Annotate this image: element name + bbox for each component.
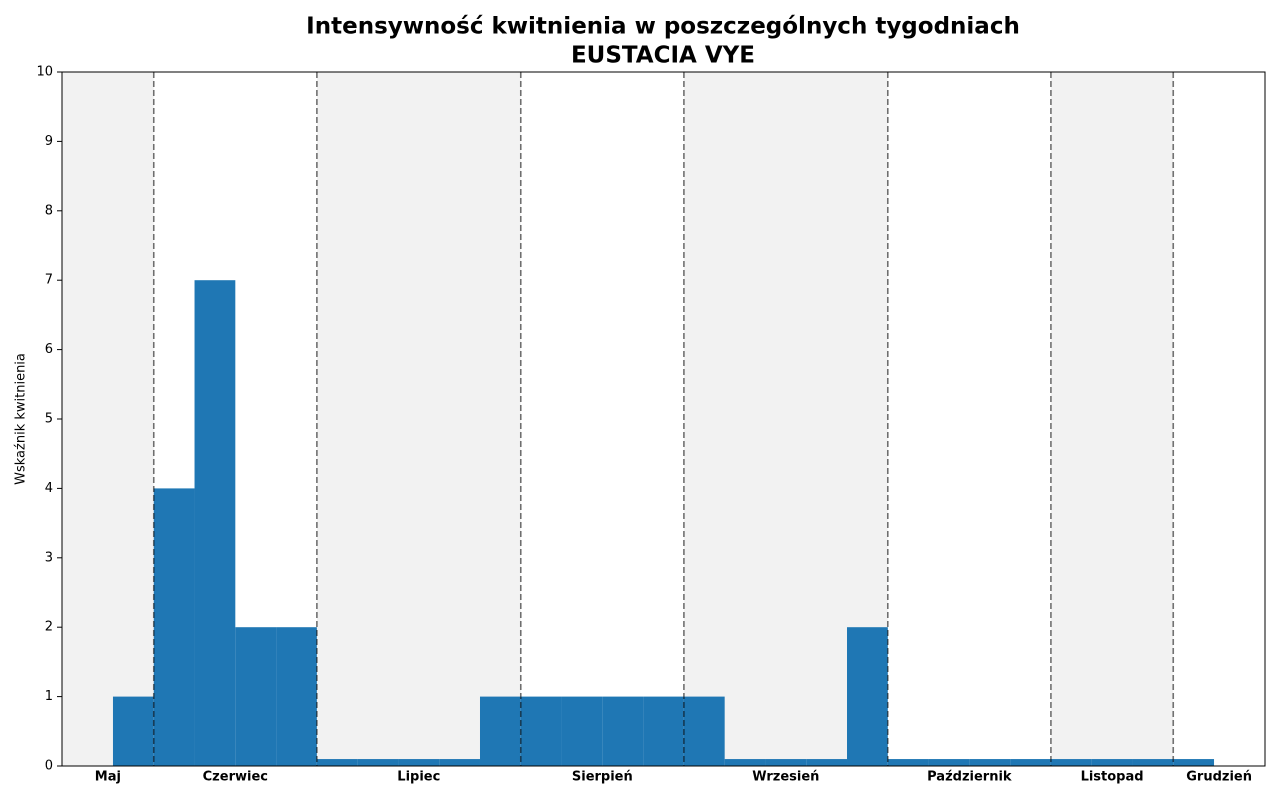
y-tick-label: 2 <box>45 620 53 635</box>
month-label: Grudzień <box>1186 770 1252 785</box>
bar <box>194 280 236 766</box>
bar <box>520 696 562 766</box>
bar <box>561 696 603 766</box>
bar <box>112 696 154 766</box>
bar <box>316 759 358 766</box>
bar <box>235 627 277 766</box>
y-tick-label: 0 <box>45 759 53 774</box>
month-label: Sierpień <box>572 770 633 785</box>
y-axis-label: Wskaźnik kwitnienia <box>14 353 29 485</box>
bar <box>276 627 317 766</box>
month-band <box>316 72 521 766</box>
month-label: Wrzesień <box>752 770 819 785</box>
bar <box>479 696 521 766</box>
bar <box>1010 759 1051 766</box>
plot-frame <box>61 71 1266 767</box>
bar <box>1050 759 1092 766</box>
bar <box>806 759 848 766</box>
y-tick-label: 3 <box>45 550 53 565</box>
month-band <box>62 72 154 766</box>
bar <box>683 696 725 766</box>
chart-subtitle: EUSTACIA VYE <box>571 43 755 69</box>
month-label: Czerwiec <box>203 770 268 785</box>
y-tick-label: 5 <box>45 412 53 427</box>
y-tick-label: 7 <box>45 273 53 288</box>
bar <box>357 759 399 766</box>
month-label: Lipiec <box>397 770 440 785</box>
bar <box>928 759 970 766</box>
month-band <box>1050 72 1174 766</box>
bar <box>724 759 766 766</box>
chart-title: Intensywność kwitnienia w poszczególnych… <box>306 14 1020 40</box>
month-label: Październik <box>927 770 1012 785</box>
y-tick-label: 4 <box>45 481 53 496</box>
y-tick-label: 10 <box>36 65 53 80</box>
y-tick-label: 8 <box>45 203 53 218</box>
bar <box>602 696 644 766</box>
bar <box>398 759 440 766</box>
y-tick-label: 1 <box>45 689 53 704</box>
bar <box>887 759 929 766</box>
bar <box>969 759 1011 766</box>
month-label: Listopad <box>1081 770 1144 785</box>
bar <box>153 488 195 766</box>
bar <box>643 696 684 766</box>
bar <box>765 759 807 766</box>
bar <box>439 759 480 766</box>
bar <box>1091 759 1133 766</box>
y-tick-label: 6 <box>45 342 53 357</box>
month-label: Maj <box>95 770 121 785</box>
y-tick-label: 9 <box>45 134 53 149</box>
bar <box>847 627 888 766</box>
bar <box>1173 759 1215 766</box>
bar <box>1132 759 1174 766</box>
